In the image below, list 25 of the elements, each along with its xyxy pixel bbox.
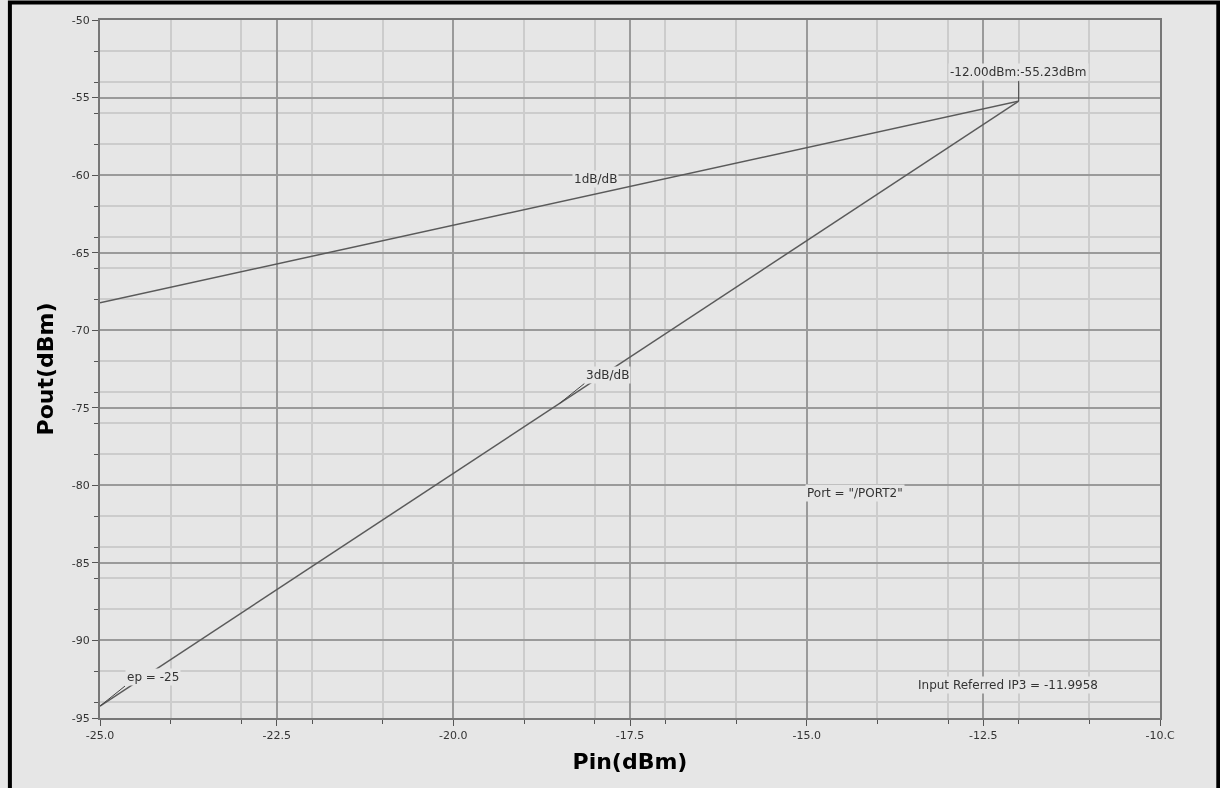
y-tick-label: -55: [71, 91, 90, 105]
annotation: -12.00dBm:-55.23dBm: [950, 65, 1087, 79]
x-tick-label: -10.C: [1145, 729, 1175, 743]
x-tick-label: -25.0: [85, 729, 115, 743]
annotation: 1dB/dB: [574, 172, 618, 186]
annotation: ep = -25: [127, 670, 180, 684]
y-tick-label: -60: [71, 168, 90, 182]
y-tick-label: -80: [71, 479, 90, 493]
annotation: Port = "/PORT2": [807, 486, 903, 500]
x-tick-label: -15.0: [792, 729, 821, 743]
x-tick-label: -20.0: [439, 729, 468, 743]
y-tick-label: -95: [71, 711, 90, 725]
x-tick-label: -12.5: [969, 729, 998, 743]
y-tick-label: -75: [71, 401, 90, 415]
y-tick-label: -65: [71, 246, 90, 260]
x-axis-title: Pin(dBm): [572, 748, 688, 774]
x-tick-label: -22.5: [262, 729, 291, 743]
y-tick-label: -90: [71, 634, 90, 648]
y-tick-label: -50: [71, 13, 90, 27]
annotation: 3dB/dB: [586, 368, 630, 382]
y-tick-label: -70: [71, 324, 90, 338]
y-axis-title: Pout(dBm): [33, 302, 59, 436]
x-tick-label: -17.5: [615, 729, 645, 743]
y-tick-label: -85: [71, 556, 90, 570]
annotation: Input Referred IP3 = -11.9958: [918, 678, 1098, 692]
